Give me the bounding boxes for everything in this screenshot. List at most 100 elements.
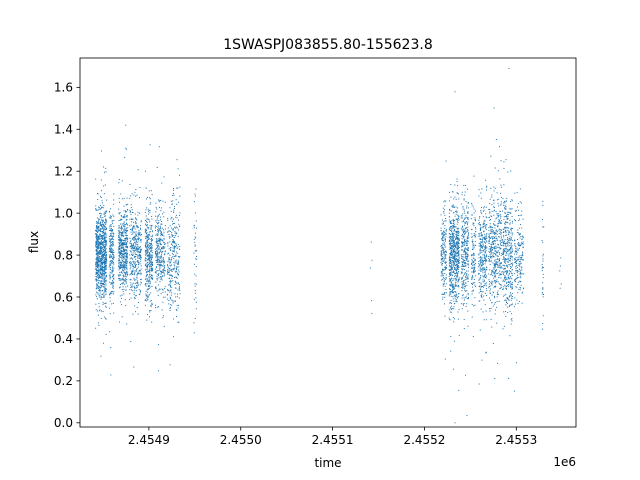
data-point — [448, 257, 450, 259]
data-point — [441, 271, 443, 273]
data-point — [155, 253, 157, 255]
data-point — [97, 248, 99, 250]
data-point — [130, 289, 132, 291]
data-point — [130, 224, 132, 226]
data-point — [146, 234, 148, 236]
data-point — [484, 246, 486, 248]
data-point — [101, 259, 103, 261]
data-point — [496, 273, 498, 275]
data-point — [467, 296, 469, 298]
data-point — [155, 202, 157, 204]
data-point — [134, 237, 136, 238]
data-point — [445, 160, 447, 162]
data-point — [134, 191, 136, 193]
data-point — [105, 289, 107, 291]
data-point — [467, 235, 469, 237]
data-point — [118, 258, 120, 260]
data-point — [489, 249, 491, 251]
data-point — [490, 274, 492, 276]
data-point — [103, 185, 105, 187]
data-point — [176, 272, 178, 274]
data-point — [138, 272, 140, 274]
data-point — [466, 248, 468, 250]
data-point — [464, 286, 466, 288]
data-point — [150, 249, 152, 251]
data-point — [442, 250, 444, 252]
data-point — [119, 277, 121, 279]
data-point — [140, 221, 142, 223]
data-point — [131, 264, 133, 266]
data-point — [441, 251, 443, 253]
data-point — [146, 252, 148, 254]
data-point — [494, 286, 496, 288]
data-point — [445, 250, 447, 252]
data-point — [98, 229, 100, 231]
data-point — [129, 211, 131, 213]
data-point — [456, 231, 458, 233]
data-point — [97, 257, 99, 259]
data-point — [450, 277, 452, 279]
data-point — [124, 238, 126, 240]
data-point — [496, 296, 498, 298]
data-point — [462, 244, 464, 246]
data-point — [137, 214, 139, 216]
data-point — [118, 255, 120, 257]
data-point — [451, 292, 453, 294]
data-point — [111, 256, 113, 258]
data-point — [485, 260, 487, 262]
data-point — [495, 309, 497, 311]
data-point — [453, 265, 455, 267]
data-point — [103, 246, 105, 248]
data-point — [461, 308, 463, 310]
data-point — [500, 186, 502, 188]
data-point — [125, 124, 127, 126]
data-point — [122, 233, 124, 235]
data-point — [486, 185, 488, 187]
data-point — [100, 241, 102, 243]
data-point — [102, 229, 104, 231]
data-point — [483, 267, 485, 269]
data-point — [444, 303, 446, 305]
data-point — [101, 272, 103, 274]
data-point — [473, 261, 475, 263]
data-point — [157, 295, 159, 297]
data-point — [149, 144, 151, 146]
data-point — [478, 254, 480, 256]
data-point — [110, 232, 112, 234]
data-point — [497, 258, 499, 260]
data-point — [119, 245, 120, 247]
data-point — [121, 279, 123, 281]
data-point — [157, 239, 159, 241]
data-point — [123, 261, 125, 263]
data-point — [457, 265, 459, 267]
data-point — [179, 186, 181, 188]
data-point — [498, 221, 500, 223]
data-point — [131, 283, 133, 285]
data-point — [449, 302, 451, 304]
data-point — [478, 217, 480, 219]
data-point — [457, 261, 459, 263]
data-point — [174, 276, 176, 278]
data-point — [493, 263, 495, 265]
data-point — [120, 229, 122, 231]
data-point — [455, 291, 457, 293]
data-point — [441, 240, 443, 242]
data-point — [136, 225, 138, 227]
data-point — [489, 208, 491, 210]
data-point — [445, 279, 447, 281]
data-point — [486, 269, 488, 271]
data-point — [479, 279, 481, 281]
data-point — [139, 270, 141, 272]
data-point — [471, 266, 473, 268]
data-point — [98, 265, 100, 267]
data-point — [112, 293, 114, 295]
data-point — [98, 270, 100, 272]
data-point — [101, 283, 103, 285]
data-point — [458, 234, 460, 236]
data-point — [482, 286, 484, 288]
data-point — [163, 261, 165, 263]
data-point — [458, 259, 460, 261]
data-point — [461, 221, 463, 223]
data-point — [97, 310, 99, 312]
data-point — [172, 211, 174, 213]
